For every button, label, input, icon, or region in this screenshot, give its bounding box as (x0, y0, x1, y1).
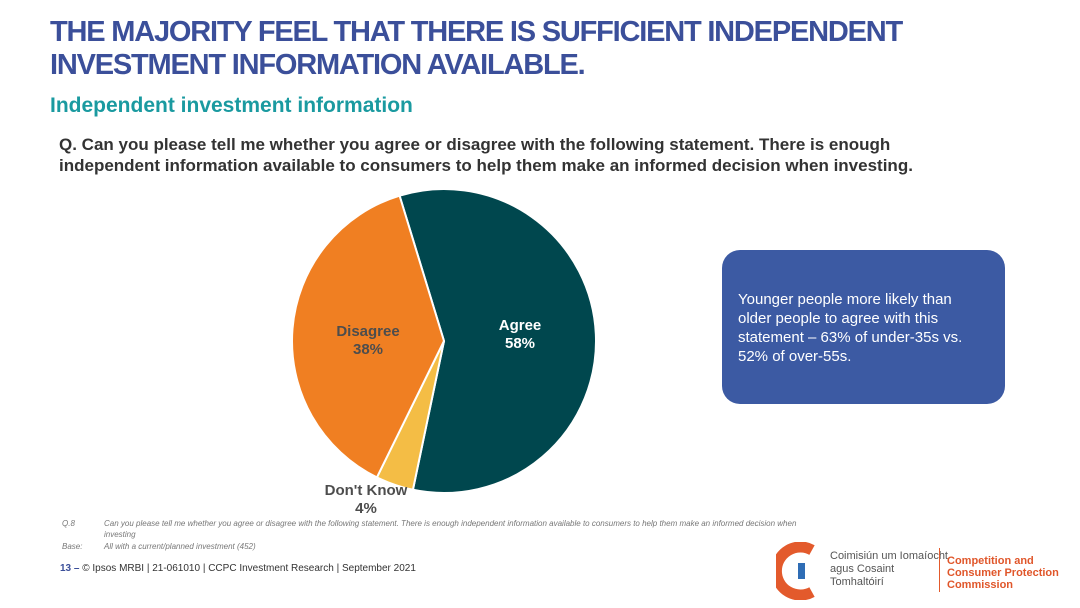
pie-slice-agree (398, 188, 597, 494)
slice-value-label: 4% (355, 500, 377, 517)
logo-divider (939, 548, 940, 592)
footnote-text: All with a current/planned investment (4… (104, 542, 256, 551)
footer-dash: – (73, 563, 80, 574)
logo-english-text: Competition and Consumer Protection Comm… (947, 555, 1059, 591)
survey-question: Q. Can you please tell me whether you ag… (59, 135, 913, 175)
footnote-key: Base: (62, 542, 83, 551)
callout-text: Younger people more likely than older pe… (738, 291, 963, 365)
footnote-key: Q.8 (62, 519, 75, 528)
slice-label: Agree (499, 317, 542, 334)
page-number: 13 (60, 563, 72, 574)
ccpc-logo-icon (776, 542, 815, 600)
slice-value-label: 58% (505, 335, 535, 352)
footnote-text: Can you please tell me whether you agree… (104, 519, 797, 539)
slice-label: Disagree (336, 323, 399, 340)
slice-value-label: 38% (353, 341, 383, 358)
page-subtitle: Independent investment information (50, 94, 413, 117)
slice-label: Don't Know (325, 482, 408, 499)
ccpc-logo: Coimisiún um Iomaíocht agus Cosaint Tomh… (776, 540, 1076, 604)
page-footer: 13 – © Ipsos MRBI | 21-061010 | CCPC Inv… (60, 563, 416, 574)
page-title: THE MAJORITY FEEL THAT THERE IS SUFFICIE… (50, 16, 903, 81)
logo-irish-text: Coimisiún um Iomaíocht agus Cosaint Tomh… (830, 550, 948, 588)
pie-slice-disagree (291, 194, 446, 479)
footer-text: © Ipsos MRBI | 21-061010 | CCPC Investme… (82, 563, 416, 574)
insight-callout: Younger people more likely than older pe… (722, 250, 1005, 404)
